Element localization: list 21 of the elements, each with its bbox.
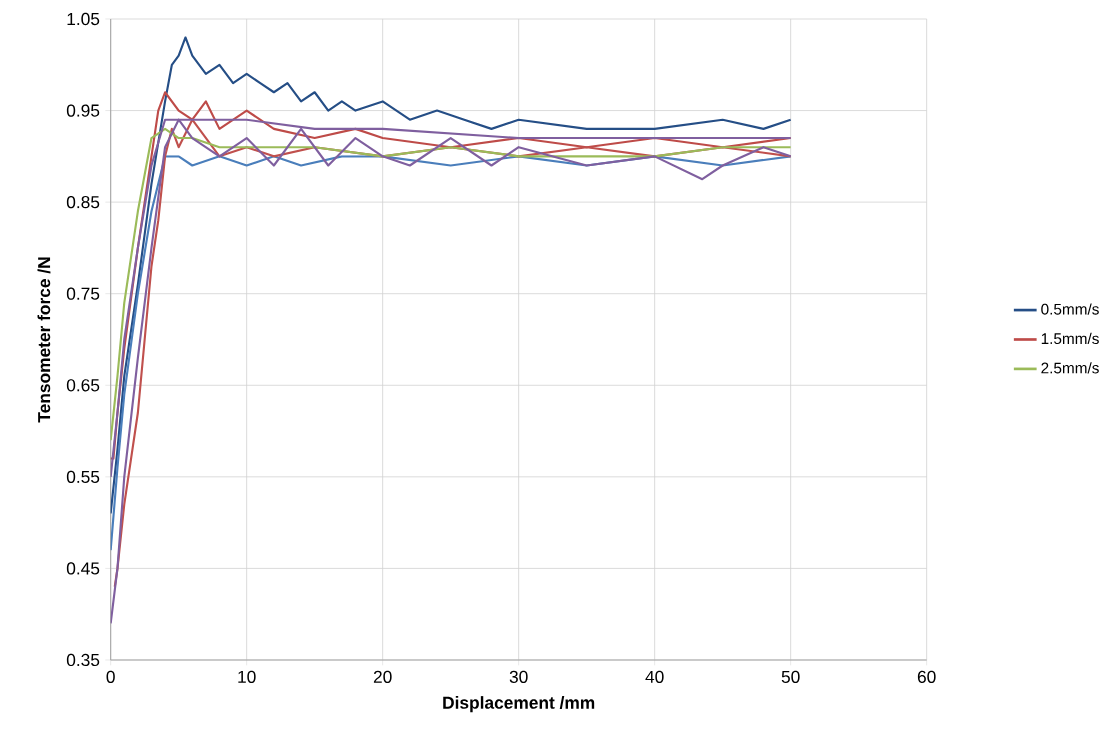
x-tick-label: 40: [645, 670, 664, 683]
y-tick-label: 0.35: [66, 653, 100, 667]
y-tick-label: 0.55: [66, 470, 100, 483]
x-tick-label: 30: [509, 670, 528, 683]
x-tick-label: 10: [238, 670, 256, 683]
y-tick-label: 0.95: [66, 104, 100, 117]
y-tick-label: 0.45: [66, 562, 100, 575]
x-tick-label: 60: [917, 670, 936, 683]
legend-label: 1.5mm/s: [1041, 332, 1099, 345]
legend-label: 2.5mm/s: [1041, 362, 1099, 374]
x-tick-label: 50: [781, 670, 800, 683]
x-tick-label: 20: [373, 670, 392, 683]
y-tick-label: 0.75: [66, 287, 100, 300]
y-tick-label: 0.85: [66, 195, 100, 209]
y-tick-label: 0.65: [66, 379, 100, 392]
x-tick-label: 0: [106, 670, 115, 683]
y-tick-label: 1.05: [67, 12, 100, 26]
x-axis-title: Displacement /mm: [443, 696, 595, 713]
y-axis-title: Tensometer force /N: [37, 257, 51, 423]
line-series: [110, 155, 792, 552]
legend-label: 0.5mm/s: [1041, 303, 1099, 315]
